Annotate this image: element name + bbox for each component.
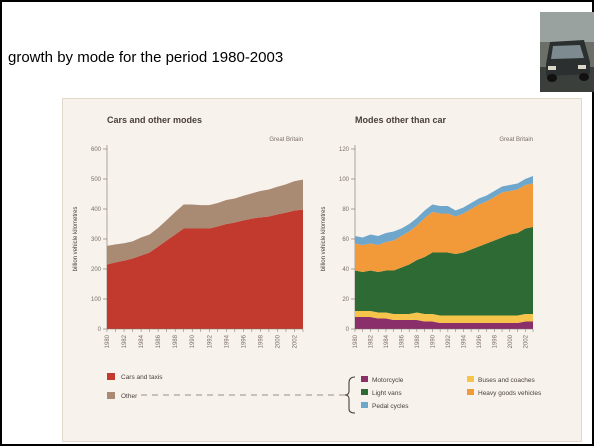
legend-label: Other <box>121 393 138 400</box>
y-tick-label: 20 <box>342 297 349 303</box>
legend-swatch <box>467 389 474 395</box>
charts-svg: Cars and other modes Great Britain billion… <box>73 115 542 414</box>
area-series-cars-and-taxis <box>107 209 303 329</box>
x-tick-label: 1988 <box>415 334 421 348</box>
chart-1: Cars and other modes Great Britain billion… <box>73 115 304 348</box>
x-tick-label: 2002 <box>523 334 529 348</box>
slide-title: growth by mode for the period 1980-2003 <box>8 49 284 66</box>
x-tick-label: 1996 <box>477 334 483 348</box>
x-tick-label: 1982 <box>122 334 128 348</box>
legend-label: Buses and coaches <box>478 377 535 384</box>
x-tick-label: 1980 <box>105 334 111 348</box>
y-tick-label: 80 <box>342 207 349 213</box>
x-tick-label: 1986 <box>156 334 162 348</box>
legend-label: Pedal cycles <box>372 403 409 410</box>
y-axis-label: billion vehicle kilometres <box>321 207 327 272</box>
x-tick-label: 1990 <box>190 334 196 348</box>
y-tick-label: 60 <box>342 237 349 243</box>
x-tick-label: 2000 <box>275 334 281 348</box>
figure-panel: Cars and other modes Great Britain billion… <box>62 98 582 442</box>
x-tick-label: 2000 <box>508 334 514 348</box>
y-tick-label: 600 <box>91 147 102 153</box>
chart-title: Cars and other modes <box>107 115 202 125</box>
x-tick-label: 1998 <box>258 334 264 348</box>
chart-subtitle: Great Britain <box>269 137 303 143</box>
legend-swatch <box>361 389 368 395</box>
x-tick-label: 1986 <box>399 334 405 348</box>
y-tick-label: 100 <box>91 297 102 303</box>
legend-swatch <box>107 392 115 399</box>
y-tick-label: 200 <box>91 267 102 273</box>
chart-subtitle: Great Britain <box>499 137 533 143</box>
y-tick-label: 400 <box>91 207 102 213</box>
x-tick-label: 1990 <box>430 334 436 348</box>
x-tick-label: 1994 <box>224 334 230 348</box>
y-tick-label: 100 <box>339 177 350 183</box>
chart-title: Modes other than car <box>355 115 447 125</box>
y-tick-label: 40 <box>342 267 349 273</box>
legend-swatch <box>467 376 474 382</box>
y-tick-label: 0 <box>98 327 102 333</box>
x-tick-label: 2002 <box>292 334 298 348</box>
x-tick-label: 1992 <box>207 334 213 348</box>
x-tick-label: 1984 <box>139 334 145 348</box>
y-tick-label: 0 <box>346 327 350 333</box>
x-tick-label: 1994 <box>461 334 467 348</box>
area-series-light-vans <box>355 227 533 316</box>
x-tick-label: 1998 <box>492 334 498 348</box>
area-series-other <box>107 179 303 265</box>
legend: Cars and taxis Other Motorcycle Buses and c… <box>107 373 542 414</box>
legend-bracket <box>344 376 356 414</box>
legend-label: Light vans <box>372 390 402 397</box>
area-series-pedal-cycles <box>355 176 533 245</box>
y-tick-label: 500 <box>91 177 102 183</box>
y-tick-label: 300 <box>91 237 102 243</box>
x-tick-label: 1992 <box>446 334 452 348</box>
y-axis-label: billion vehicle kilometres <box>73 207 79 272</box>
legend-label: Motorcycle <box>372 377 404 384</box>
x-tick-label: 1980 <box>353 334 359 348</box>
legend-label: Heavy goods vehicles <box>478 390 542 397</box>
chart-2: Modes other than car Great Britain billion… <box>321 115 534 348</box>
legend-swatch <box>107 373 115 380</box>
area-series-heavy-goods-vehicles <box>355 183 533 272</box>
x-tick-label: 1996 <box>241 334 247 348</box>
x-tick-label: 1988 <box>173 334 179 348</box>
x-tick-label: 1982 <box>368 334 374 348</box>
y-tick-label: 120 <box>339 147 350 153</box>
legend-swatch <box>361 402 368 408</box>
legend-label: Cars and taxis <box>121 374 163 381</box>
car-photo <box>540 12 594 92</box>
x-tick-label: 1984 <box>384 334 390 348</box>
legend-swatch <box>361 376 368 382</box>
